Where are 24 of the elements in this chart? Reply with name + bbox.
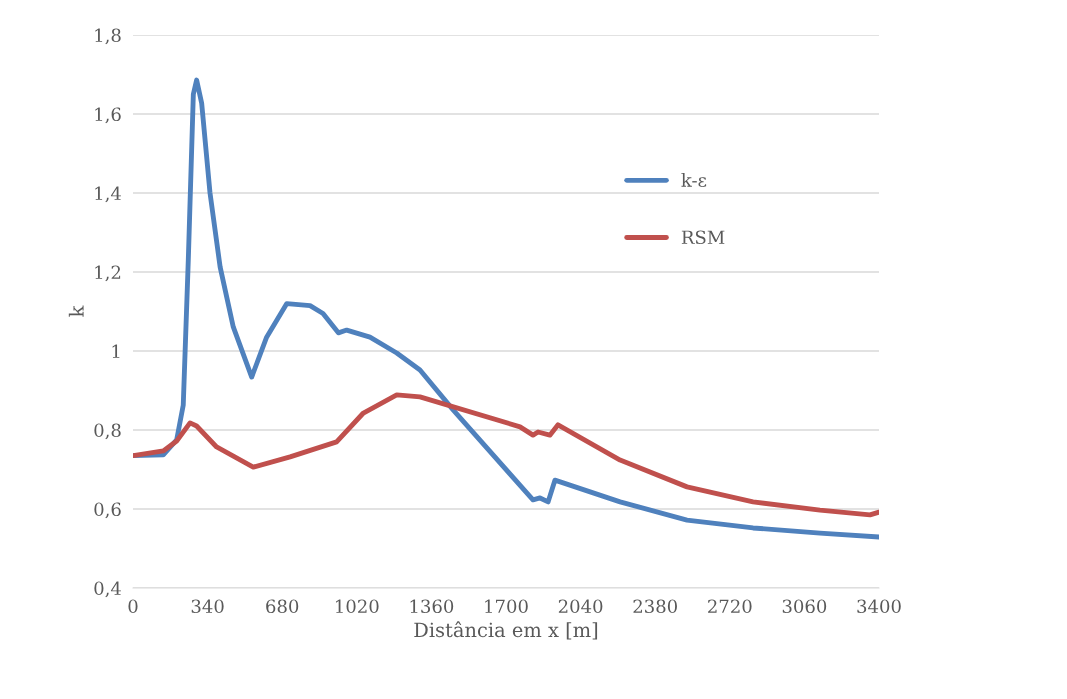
y-tick-label: 1,2	[95, 265, 121, 282]
legend-label: RSM	[681, 230, 725, 245]
y-tick-label: 1	[112, 344, 120, 358]
y-axis-title: k	[68, 305, 84, 317]
x-tick-label: 2040	[558, 599, 603, 614]
x-tick-label: 340	[191, 599, 224, 614]
x-tick-label: 1700	[485, 599, 528, 614]
y-tick-label: 0,4	[94, 581, 121, 598]
y-tick-label: 1,8	[95, 28, 121, 45]
x-tick-label: 2720	[708, 599, 752, 614]
legend-label: k-ε	[681, 172, 707, 187]
y-tick-label: 1,6	[95, 107, 121, 124]
y-tick-label: 0,6	[94, 502, 121, 519]
x-tick-label: 1020	[336, 599, 379, 614]
x-tick-label: 2380	[633, 599, 677, 614]
x-tick-label: 680	[266, 599, 299, 614]
line-series	[133, 392, 879, 518]
x-tick-label: 1360	[410, 599, 454, 614]
x-tick-label: 0	[128, 599, 138, 614]
y-tick-label: 0,8	[94, 423, 121, 440]
y-tick-label: 1,4	[95, 186, 121, 203]
x-axis-title: Distância em x [m]	[414, 621, 598, 640]
x-tick-label: 3060	[782, 599, 827, 614]
x-tick-label: 3400	[857, 599, 901, 614]
